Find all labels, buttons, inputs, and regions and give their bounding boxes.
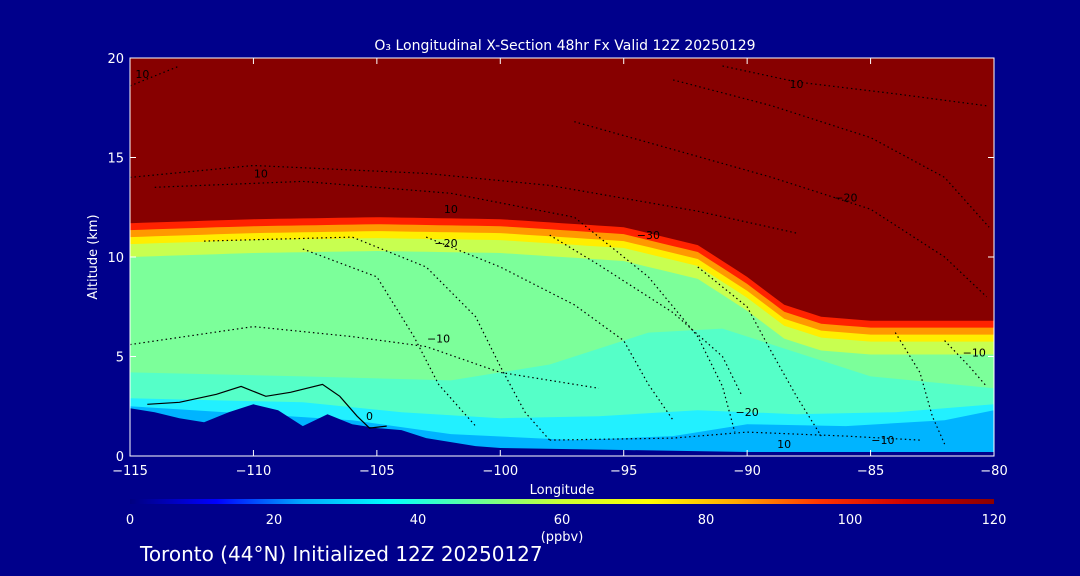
y-axis-label: Altitude (km): [86, 214, 101, 299]
y-tick-label: 15: [107, 152, 124, 167]
contour-label: 0: [366, 410, 373, 423]
x-tick-label: −80: [980, 464, 1007, 479]
contour-label: −20: [736, 406, 759, 419]
contour-line: [697, 266, 822, 437]
contour-label: 10: [790, 78, 804, 91]
contour-label: 10: [777, 438, 791, 451]
colorbar-tick-label: 100: [838, 513, 863, 528]
x-axis-ticks: −115 −110 −105 −100 −95 −90 −85 −80: [112, 58, 1008, 479]
contour-lines: [130, 65, 990, 445]
contour-label: −10: [427, 333, 450, 346]
contour-line: [204, 236, 551, 441]
contour-label: −20: [434, 237, 457, 250]
x-axis-label: Longitude: [530, 483, 595, 498]
contour-line: [574, 121, 988, 298]
y-axis-ticks: 0 5 10 15 20: [107, 52, 994, 465]
chart-title: O₃ Longitudinal X-Section 48hr Fx Valid …: [374, 38, 755, 54]
y-tick-label: 10: [107, 251, 124, 266]
contour-line: [549, 431, 920, 441]
contour-line: [302, 248, 477, 427]
colorbar-ticks: 0 20 40 60 80 100 120: [126, 513, 1007, 528]
x-tick-label: −100: [482, 464, 518, 479]
contour-line: [425, 236, 674, 421]
contour-label: 10: [444, 203, 458, 216]
x-tick-label: −110: [236, 464, 272, 479]
contour-line: [722, 65, 987, 107]
contour-line: [130, 325, 600, 389]
colorbar-tick-label: 0: [126, 513, 134, 528]
x-tick-label: −115: [112, 464, 148, 479]
colorbar-tick-label: 120: [982, 513, 1007, 528]
x-tick-label: −105: [359, 464, 395, 479]
x-tick-label: −85: [857, 464, 884, 479]
colorbar-tick-label: 40: [410, 513, 427, 528]
colorbar-tick-label: 20: [266, 513, 283, 528]
y-tick-label: 5: [116, 351, 124, 366]
zero-contour: [147, 383, 387, 429]
contour-label: −30: [637, 229, 660, 242]
contour-label: 10: [254, 167, 268, 180]
plot-area: 10 10 10 10 −20 −30 −20 −10 0 −20 −10 10 −10: [130, 58, 994, 456]
contour-line: [672, 79, 990, 228]
contour-label: 10: [135, 68, 149, 81]
y-tick-label: 20: [107, 52, 124, 67]
footer-caption: Toronto (44°N) Initialized 12Z 20250127: [140, 542, 543, 566]
colorbar-tick-label: 60: [554, 513, 571, 528]
colorbar-tick-label: 80: [698, 513, 715, 528]
terrain-fill: [130, 404, 994, 456]
contour-label: −10: [871, 434, 894, 447]
contour-label: −10: [963, 347, 986, 360]
x-tick-label: −90: [733, 464, 760, 479]
x-tick-label: −95: [610, 464, 637, 479]
colorbar: [130, 499, 994, 504]
y-tick-label: 0: [116, 450, 124, 465]
contour-labels: 10 10 10 10 −20 −30 −20 −10 0 −20 −10 10 −10: [135, 68, 986, 451]
contour-label: −20: [834, 191, 857, 204]
colorbar-units: (ppbv): [541, 530, 584, 545]
contour-line: [894, 332, 946, 445]
